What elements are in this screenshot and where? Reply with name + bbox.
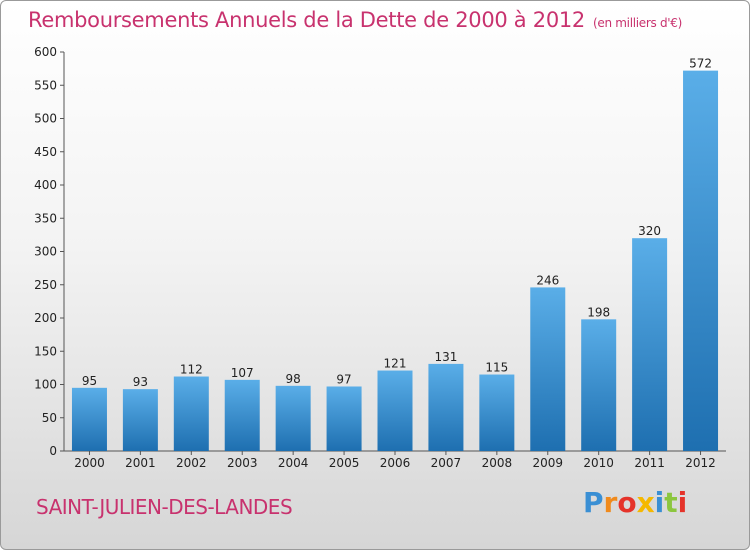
x-tick-label: 2004 [278, 456, 309, 470]
x-tick-label: 2012 [685, 456, 716, 470]
bar [377, 370, 413, 451]
x-tick-label: 2008 [482, 456, 513, 470]
bar [173, 376, 209, 451]
title-text: Remboursements Annuels de la Dette de 20… [28, 8, 585, 32]
bar [275, 385, 311, 451]
bar [122, 389, 158, 451]
x-tick-label: 2006 [380, 456, 411, 470]
y-tick-label: 200 [34, 311, 57, 325]
x-tick-label: 2005 [329, 456, 360, 470]
logo-letter: x [636, 486, 655, 519]
y-tick-label: 0 [49, 444, 57, 458]
x-tick-label: 2010 [583, 456, 614, 470]
y-tick-label: 350 [34, 211, 57, 225]
bar-value-label: 121 [384, 357, 407, 371]
bar-value-label: 93 [133, 375, 148, 389]
bar-value-label: 95 [82, 374, 97, 388]
x-tick-label: 2002 [176, 456, 207, 470]
x-tick-label: 2007 [431, 456, 462, 470]
y-tick-label: 600 [34, 45, 57, 59]
unit-note: (en milliers d'€) [593, 16, 683, 30]
x-tick-label: 2011 [634, 456, 665, 470]
y-tick-label: 100 [34, 378, 57, 392]
x-tick-label: 2001 [125, 456, 156, 470]
chart-title: Remboursements Annuels de la Dette de 20… [28, 8, 682, 32]
y-tick-label: 150 [34, 344, 57, 358]
y-tick-label: 500 [34, 112, 57, 126]
bar-value-label: 131 [434, 350, 457, 364]
logo-letter: i [654, 486, 665, 519]
bar [479, 374, 515, 451]
logo-letter: r [603, 486, 618, 519]
bar-value-label: 115 [485, 361, 508, 375]
logo-letter: i [677, 486, 688, 519]
y-tick-label: 50 [42, 411, 57, 425]
axes: 0 50 100 150 200 250 300 350 400 450 500 550 600 2000… [34, 45, 726, 470]
bar [530, 287, 566, 451]
bar [683, 70, 719, 452]
commune-name: SAINT-JULIEN-DES-LANDES [36, 495, 293, 519]
bar-value-label: 572 [689, 57, 712, 71]
y-tick-label: 400 [34, 178, 57, 192]
x-tick-label: 2000 [74, 456, 105, 470]
logo-letter: o [617, 486, 637, 519]
proxiti-logo[interactable]: Proxiti [583, 486, 687, 519]
x-tick-label: 2009 [532, 456, 563, 470]
bar-value-label: 246 [536, 273, 559, 287]
y-tick-label: 550 [34, 78, 57, 92]
logo-letter: P [583, 486, 604, 519]
logo-letter: t [664, 486, 678, 519]
bar-value-label: 98 [286, 372, 301, 386]
bar-value-label: 320 [638, 224, 661, 238]
bar-value-label: 198 [587, 305, 610, 319]
y-tick-label: 250 [34, 278, 57, 292]
bar [326, 386, 362, 451]
bar [224, 379, 260, 451]
y-tick-label: 300 [34, 245, 57, 259]
bar [632, 238, 668, 451]
bar-value-label: 97 [336, 372, 351, 386]
bar [428, 363, 464, 451]
bar-value-label: 107 [231, 366, 254, 380]
bars: 95 93 112 107 98 97 121 131 115 246 198 320 572 [71, 57, 719, 452]
bar-value-label: 112 [180, 363, 203, 377]
y-tick-label: 450 [34, 145, 57, 159]
bar [71, 387, 107, 451]
bar [581, 319, 617, 451]
x-tick-label: 2003 [227, 456, 258, 470]
